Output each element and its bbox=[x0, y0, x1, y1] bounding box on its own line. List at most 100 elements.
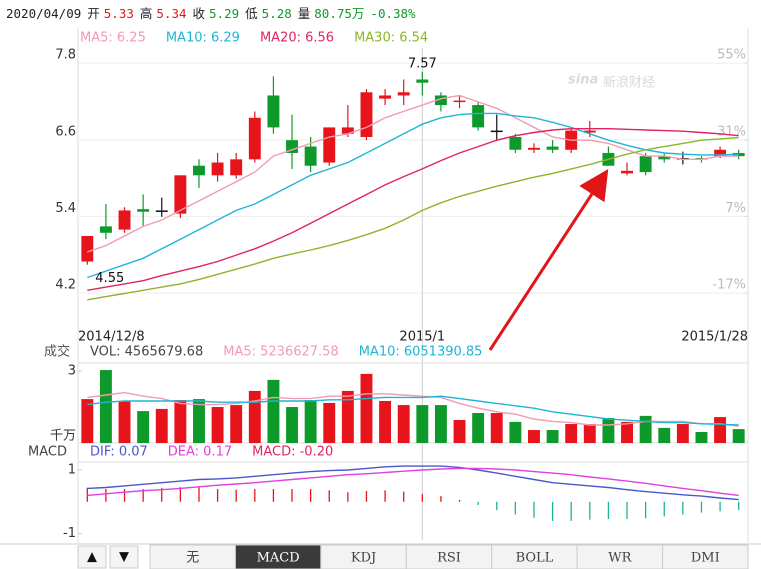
y-tick-label: 7.8 bbox=[55, 48, 76, 63]
header-label: 收 bbox=[193, 6, 206, 21]
legend-item: MA5: 5236627.58 bbox=[223, 345, 338, 360]
candle-body bbox=[472, 105, 485, 128]
volume-bar bbox=[434, 405, 447, 443]
candle-body bbox=[658, 156, 671, 160]
y-tick-label: 3 bbox=[68, 364, 76, 379]
volume-bar bbox=[490, 413, 503, 443]
legend-item: MA10: 6051390.85 bbox=[359, 345, 483, 360]
header-value: 5.33 bbox=[104, 6, 134, 21]
tab-label: DMI bbox=[691, 551, 720, 566]
header: 2020/04/09 开 5.33 高 5.34 收 5.29 低 5.28 量 80.75万 -0.… bbox=[6, 6, 416, 21]
volume-bar bbox=[118, 401, 131, 443]
tab[interactable] bbox=[491, 544, 578, 569]
annotation-arrow bbox=[488, 168, 609, 351]
header-date: 2020/04/09 bbox=[6, 6, 81, 21]
volume-bar bbox=[341, 390, 354, 443]
legend-item: MA10: 6.29 bbox=[166, 31, 240, 46]
candle-body bbox=[379, 95, 392, 99]
x-tick-label: 2014/12/8 bbox=[78, 330, 145, 345]
volume-bar bbox=[81, 399, 94, 443]
nav-button[interactable] bbox=[109, 545, 139, 569]
volume-bar bbox=[174, 400, 187, 443]
candle-body bbox=[193, 165, 205, 176]
y-tick-label: 5.4 bbox=[55, 201, 76, 216]
volume-bar bbox=[639, 415, 652, 443]
macd-line bbox=[87, 467, 739, 497]
y-tick-label: 6.6 bbox=[55, 124, 76, 139]
nav-label: ▼ bbox=[119, 550, 129, 565]
candle-body bbox=[714, 149, 727, 157]
watermark: sina 新浪财经 bbox=[568, 73, 655, 91]
y-tick-label: 1 bbox=[68, 462, 76, 477]
volume-bar bbox=[267, 379, 280, 443]
y-tick-label: -1 bbox=[63, 526, 76, 541]
tab[interactable] bbox=[149, 544, 236, 569]
tab[interactable] bbox=[405, 544, 493, 569]
header-value: 80.75万 bbox=[314, 6, 364, 21]
candle-body bbox=[155, 210, 168, 212]
x-tick-label: 2015/1/28 bbox=[681, 330, 748, 345]
y2-tick-label: 31% bbox=[717, 124, 746, 139]
candle-body bbox=[99, 226, 112, 233]
unit-label: 千万 bbox=[50, 429, 76, 444]
nav-label: ▲ bbox=[87, 550, 97, 565]
candle-body bbox=[267, 95, 280, 128]
candle-body bbox=[434, 95, 447, 106]
volume-bar bbox=[286, 407, 298, 443]
header-label: 高 bbox=[140, 6, 153, 21]
plot-layer: 2020/04/09 开 5.33 高 5.34 收 5.29 低 5.28 量 80.75万 -0.… bbox=[0, 6, 761, 569]
y2-tick-label: 7% bbox=[725, 201, 746, 216]
volume-bar bbox=[658, 427, 671, 443]
volume-ma-line bbox=[87, 395, 739, 426]
volume-bar bbox=[99, 370, 112, 443]
header-change: -0.38% bbox=[370, 6, 416, 21]
volume-bar bbox=[323, 402, 336, 443]
volume-bar bbox=[155, 408, 168, 443]
volume-bar bbox=[379, 401, 392, 443]
ma-line bbox=[87, 94, 739, 253]
tab[interactable] bbox=[662, 544, 749, 569]
candle-body bbox=[490, 130, 503, 133]
y2-tick-label: -17% bbox=[712, 278, 746, 293]
legend-item: VOL: 4565679.68 bbox=[90, 345, 203, 360]
tab[interactable] bbox=[234, 544, 322, 569]
nav-button[interactable] bbox=[77, 545, 107, 569]
candle-body bbox=[286, 140, 298, 153]
candle-body bbox=[304, 146, 317, 166]
header-value: 5.28 bbox=[262, 6, 292, 21]
header-label: 低 bbox=[245, 6, 258, 21]
legend-item: DIF: 0.07 bbox=[90, 445, 148, 460]
ma-line bbox=[87, 127, 739, 291]
candle-body bbox=[546, 146, 559, 150]
candle-body bbox=[416, 79, 429, 83]
candle-body bbox=[583, 130, 596, 133]
volume-bar bbox=[248, 390, 261, 443]
volume-bar bbox=[304, 400, 317, 443]
volume-bar bbox=[416, 405, 429, 443]
candle-body bbox=[137, 209, 150, 212]
volume-bar bbox=[732, 429, 745, 443]
volume-bar bbox=[528, 430, 540, 443]
ma-line bbox=[87, 112, 739, 279]
watermark-text: 新浪财经 bbox=[603, 75, 655, 91]
candle-body bbox=[118, 210, 131, 230]
candle-body bbox=[360, 92, 373, 137]
volume-bar bbox=[211, 407, 224, 443]
legend-item: MA20: 6.56 bbox=[260, 31, 334, 46]
volume-bar bbox=[546, 430, 559, 443]
max-label: 7.57 bbox=[408, 56, 437, 71]
candle-body bbox=[211, 162, 224, 176]
tab-label: MACD bbox=[257, 551, 300, 566]
legend-item: MA5: 6.25 bbox=[80, 31, 146, 46]
candle-body bbox=[528, 147, 540, 150]
volume-bar bbox=[583, 424, 596, 443]
volume-bar bbox=[137, 411, 150, 443]
header-label: 开 bbox=[87, 6, 100, 21]
candle-body bbox=[230, 159, 243, 176]
candle-body bbox=[174, 175, 187, 214]
volume-bar bbox=[230, 405, 243, 443]
volume-bar bbox=[472, 413, 485, 443]
candle-body bbox=[621, 170, 633, 174]
volume-bar bbox=[714, 417, 727, 443]
